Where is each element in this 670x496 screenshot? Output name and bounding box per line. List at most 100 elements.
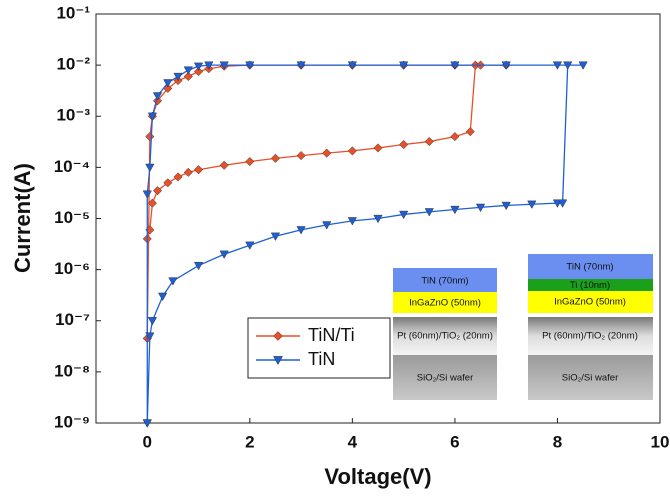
layer-label: SiO₂/Si wafer [417, 373, 473, 384]
data-point [424, 208, 434, 217]
layer-label: TiN (70nm) [566, 262, 613, 273]
data-point [219, 160, 229, 170]
data-point [145, 132, 155, 142]
data-point [193, 261, 204, 271]
layer-label: InGaZnO (50nm) [409, 298, 481, 309]
data-point [270, 153, 281, 163]
data-point [347, 61, 357, 70]
data-point [193, 66, 204, 77]
data-point [399, 210, 409, 220]
data-point [296, 151, 306, 161]
inset-stack: TiN (70nm) Ti (10nm) InGaZnO (50nm) Pt (… [528, 254, 653, 400]
data-point [373, 143, 383, 153]
data-point [450, 205, 460, 215]
data-point [322, 221, 332, 230]
data-point [578, 61, 588, 70]
legend-marker [273, 356, 283, 366]
layer [393, 268, 497, 292]
data-point [142, 190, 152, 199]
legend-label: TiN/Ti [308, 325, 355, 345]
data-point [450, 132, 460, 142]
legend-label: TiN [308, 349, 335, 369]
data-point [168, 277, 178, 286]
data-point [204, 61, 214, 70]
data-point [147, 198, 157, 208]
y-tick-label: 10⁻⁶ [54, 259, 90, 278]
data-point [245, 241, 255, 250]
layer [528, 355, 653, 400]
data-point [296, 226, 306, 235]
data-point [270, 232, 281, 241]
data-point [219, 61, 229, 70]
data-point [552, 61, 563, 70]
data-point [152, 92, 163, 101]
layer-label: Pt (60nm)/TiO₂ (20nm) [397, 331, 493, 342]
data-point [322, 148, 332, 158]
data-point [527, 200, 537, 209]
data-point [399, 139, 409, 150]
data-point [450, 61, 460, 70]
x-axis-label: Voltage(V) [324, 464, 431, 489]
data-point [183, 71, 193, 82]
y-tick-label: 10⁻⁷ [55, 310, 90, 329]
data-point [193, 165, 204, 175]
layer [528, 291, 653, 313]
data-point [347, 217, 357, 226]
layer [393, 292, 497, 313]
y-tick-label: 10⁻³ [56, 106, 90, 125]
data-point [147, 317, 158, 326]
data-point [183, 66, 193, 75]
data-point [163, 79, 173, 88]
layer-label: Ti (10nm) [570, 280, 610, 291]
data-point [245, 156, 255, 167]
data-point [147, 112, 158, 121]
layer [528, 254, 653, 279]
data-point [163, 178, 173, 188]
y-tick-label: 10⁻¹ [56, 3, 90, 22]
data-point [183, 167, 193, 177]
layer [393, 355, 497, 400]
x-tick-label: 4 [348, 432, 358, 451]
x-tick-label: 10 [651, 432, 670, 451]
data-point [145, 163, 155, 173]
data-point [158, 292, 168, 302]
y-tick-label: 10⁻⁹ [54, 412, 90, 431]
data-point [501, 201, 511, 211]
data-point [501, 61, 511, 70]
layer [528, 317, 653, 355]
layer-label: TiN (70nm) [421, 276, 468, 287]
data-point [173, 172, 183, 182]
data-point [296, 61, 306, 70]
x-tick-label: 6 [450, 432, 459, 451]
data-point [173, 72, 183, 82]
data-point [193, 62, 204, 71]
y-tick-label: 10⁻⁸ [54, 361, 90, 380]
x-tick-label: 0 [143, 432, 152, 451]
x-tick-label: 8 [553, 432, 562, 451]
inset-stack: TiN (70nm) InGaZnO (50nm) Pt (60nm)/TiO₂… [393, 268, 497, 400]
data-point [245, 61, 255, 70]
y-tick-label: 10⁻² [56, 55, 90, 74]
data-point [219, 250, 229, 259]
data-point [145, 332, 155, 341]
layer-label: SiO₂/Si wafer [562, 373, 618, 384]
layer-label: Pt (60nm)/TiO₂ (20nm) [542, 331, 638, 342]
data-point [424, 136, 434, 147]
data-point [152, 186, 163, 196]
data-point [399, 61, 409, 70]
data-point [475, 203, 486, 213]
layer-label: InGaZnO (50nm) [554, 297, 626, 308]
series [142, 61, 588, 428]
y-tick-label: 10⁻⁵ [54, 208, 90, 227]
data-point [557, 199, 568, 208]
y-axis-label: Current(A) [10, 163, 35, 273]
data-point [142, 419, 152, 428]
data-point [563, 61, 573, 70]
data-point [465, 127, 475, 137]
y-tick-label: 10⁻⁴ [54, 157, 90, 176]
legend-marker [273, 331, 283, 341]
data-point [373, 214, 383, 224]
data-point [347, 146, 357, 156]
